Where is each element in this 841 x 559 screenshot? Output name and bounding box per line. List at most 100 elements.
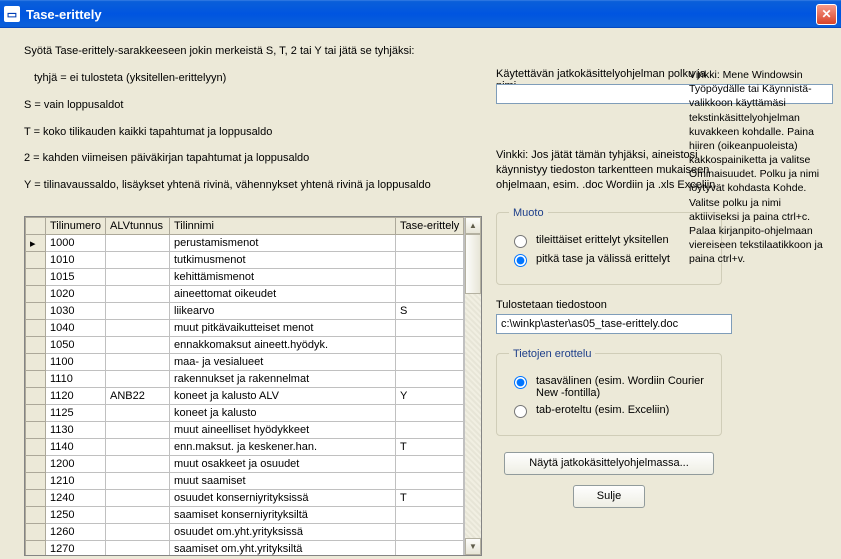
cell-tilinnimi[interactable]: muut aineelliset hyödykkeet (170, 422, 396, 439)
table-row[interactable]: 1250 saamiset konserniyrityksiltä (26, 507, 464, 524)
table-row[interactable]: 1015 kehittämismenot (26, 269, 464, 286)
cell-tilinnimi[interactable]: muut osakkeet ja osuudet (170, 456, 396, 473)
scroll-down-icon[interactable]: ▼ (465, 538, 481, 555)
muoto-radio1[interactable] (514, 235, 527, 248)
cell-tilinumero[interactable]: 1140 (46, 439, 106, 456)
table-row[interactable]: 1130 muut aineelliset hyödykkeet (26, 422, 464, 439)
table-row[interactable]: 1050ennakkomaksut aineett.hyödyk. (26, 337, 464, 354)
cell-tilinumero[interactable]: 1000 (46, 235, 106, 252)
cell-alvtunnus[interactable] (106, 303, 170, 320)
cell-tilinumero[interactable]: 1040 (46, 320, 106, 337)
cell-tilinumero[interactable]: 1015 (46, 269, 106, 286)
cell-alvtunnus[interactable] (106, 405, 170, 422)
table-row[interactable]: 1030liikearvoS (26, 303, 464, 320)
table-row[interactable]: 1140enn.maksut. ja keskener.han.T (26, 439, 464, 456)
cell-tilinumero[interactable]: 1200 (46, 456, 106, 473)
cell-alvtunnus[interactable] (106, 320, 170, 337)
cell-tilinnimi[interactable]: osuudet om.yht.yrityksissä (170, 524, 396, 541)
cell-tilinumero[interactable]: 1250 (46, 507, 106, 524)
scroll-up-icon[interactable]: ▲ (465, 217, 481, 234)
cell-tilinumero[interactable]: 1020 (46, 286, 106, 303)
cell-alvtunnus[interactable] (106, 473, 170, 490)
close-button[interactable]: Sulje (573, 485, 645, 508)
cell-alvtunnus[interactable] (106, 269, 170, 286)
cell-tilinumero[interactable]: 1100 (46, 354, 106, 371)
row-selector[interactable] (26, 252, 46, 269)
cell-tase[interactable]: Y (396, 388, 464, 405)
cell-tilinnimi[interactable]: saamiset om.yht.yrityksiltä (170, 541, 396, 556)
cell-tilinnimi[interactable]: saamiset konserniyrityksiltä (170, 507, 396, 524)
cell-tase[interactable] (396, 524, 464, 541)
cell-tase[interactable] (396, 405, 464, 422)
col-tilinnimi[interactable]: Tilinnimi (170, 218, 396, 235)
row-selector[interactable]: ▸ (26, 235, 46, 252)
cell-tilinumero[interactable]: 1120 (46, 388, 106, 405)
cell-tilinnimi[interactable]: perustamismenot (170, 235, 396, 252)
table-row[interactable]: 1270saamiset om.yht.yrityksiltä (26, 541, 464, 556)
cell-tilinnimi[interactable]: liikearvo (170, 303, 396, 320)
cell-tase[interactable] (396, 235, 464, 252)
row-selector[interactable] (26, 490, 46, 507)
output-input[interactable] (496, 314, 732, 334)
table-row[interactable]: 1040muut pitkävaikutteiset menot (26, 320, 464, 337)
table-row[interactable]: 1125 koneet ja kalusto (26, 405, 464, 422)
cell-tilinnimi[interactable]: kehittämismenot (170, 269, 396, 286)
table-row[interactable]: 1010 tutkimusmenot (26, 252, 464, 269)
cell-tase[interactable] (396, 269, 464, 286)
col-alvtunnus[interactable]: ALVtunnus (106, 218, 170, 235)
cell-tilinnimi[interactable]: aineettomat oikeudet (170, 286, 396, 303)
erottelu-opt1[interactable]: tasavälinen (esim. Wordiin Courier New -… (509, 375, 709, 399)
cell-tase[interactable] (396, 473, 464, 490)
row-selector[interactable] (26, 422, 46, 439)
cell-tilinnimi[interactable]: koneet ja kalusto (170, 405, 396, 422)
cell-tase[interactable] (396, 422, 464, 439)
cell-tilinumero[interactable]: 1125 (46, 405, 106, 422)
cell-tilinumero[interactable]: 1030 (46, 303, 106, 320)
row-selector[interactable] (26, 303, 46, 320)
cell-tase[interactable] (396, 320, 464, 337)
cell-tilinumero[interactable]: 1260 (46, 524, 106, 541)
cell-alvtunnus[interactable] (106, 286, 170, 303)
table-row[interactable]: 1120ANB22koneet ja kalusto ALVY (26, 388, 464, 405)
cell-tase[interactable] (396, 541, 464, 556)
show-button[interactable]: Näytä jatkokäsittelyohjelmassa... (504, 452, 714, 475)
cell-alvtunnus[interactable]: ANB22 (106, 388, 170, 405)
row-selector[interactable] (26, 388, 46, 405)
table-row[interactable]: 1020 aineettomat oikeudet (26, 286, 464, 303)
row-selector[interactable] (26, 524, 46, 541)
cell-alvtunnus[interactable] (106, 456, 170, 473)
cell-alvtunnus[interactable] (106, 371, 170, 388)
cell-alvtunnus[interactable] (106, 490, 170, 507)
cell-tilinumero[interactable]: 1110 (46, 371, 106, 388)
table-row[interactable]: 1110rakennukset ja rakennelmat (26, 371, 464, 388)
cell-tilinnimi[interactable]: ennakkomaksut aineett.hyödyk. (170, 337, 396, 354)
table-row[interactable]: 1260 osuudet om.yht.yrityksissä (26, 524, 464, 541)
row-selector[interactable] (26, 320, 46, 337)
cell-tilinumero[interactable]: 1010 (46, 252, 106, 269)
cell-tilinnimi[interactable]: muut saamiset (170, 473, 396, 490)
table-row[interactable]: ▸1000 perustamismenot (26, 235, 464, 252)
row-selector[interactable] (26, 456, 46, 473)
cell-tase[interactable] (396, 371, 464, 388)
cell-tilinumero[interactable]: 1130 (46, 422, 106, 439)
cell-tase[interactable] (396, 337, 464, 354)
cell-alvtunnus[interactable] (106, 354, 170, 371)
vscrollbar[interactable]: ▲ ▼ (464, 217, 481, 555)
row-selector[interactable] (26, 337, 46, 354)
cell-alvtunnus[interactable] (106, 337, 170, 354)
cell-tilinnimi[interactable]: tutkimusmenot (170, 252, 396, 269)
cell-tilinnimi[interactable]: maa- ja vesialueet (170, 354, 396, 371)
cell-tase[interactable] (396, 252, 464, 269)
erottelu-radio1[interactable] (514, 376, 527, 389)
cell-alvtunnus[interactable] (106, 252, 170, 269)
cell-alvtunnus[interactable] (106, 507, 170, 524)
scroll-track[interactable] (465, 234, 481, 538)
row-selector[interactable] (26, 286, 46, 303)
cell-alvtunnus[interactable] (106, 422, 170, 439)
row-selector[interactable] (26, 354, 46, 371)
table-row[interactable]: 1210 muut saamiset (26, 473, 464, 490)
muoto-opt1[interactable]: tileittäiset erittelyt yksitellen (509, 234, 709, 248)
row-selector[interactable] (26, 473, 46, 490)
cell-tase[interactable]: T (396, 490, 464, 507)
cell-tilinumero[interactable]: 1210 (46, 473, 106, 490)
